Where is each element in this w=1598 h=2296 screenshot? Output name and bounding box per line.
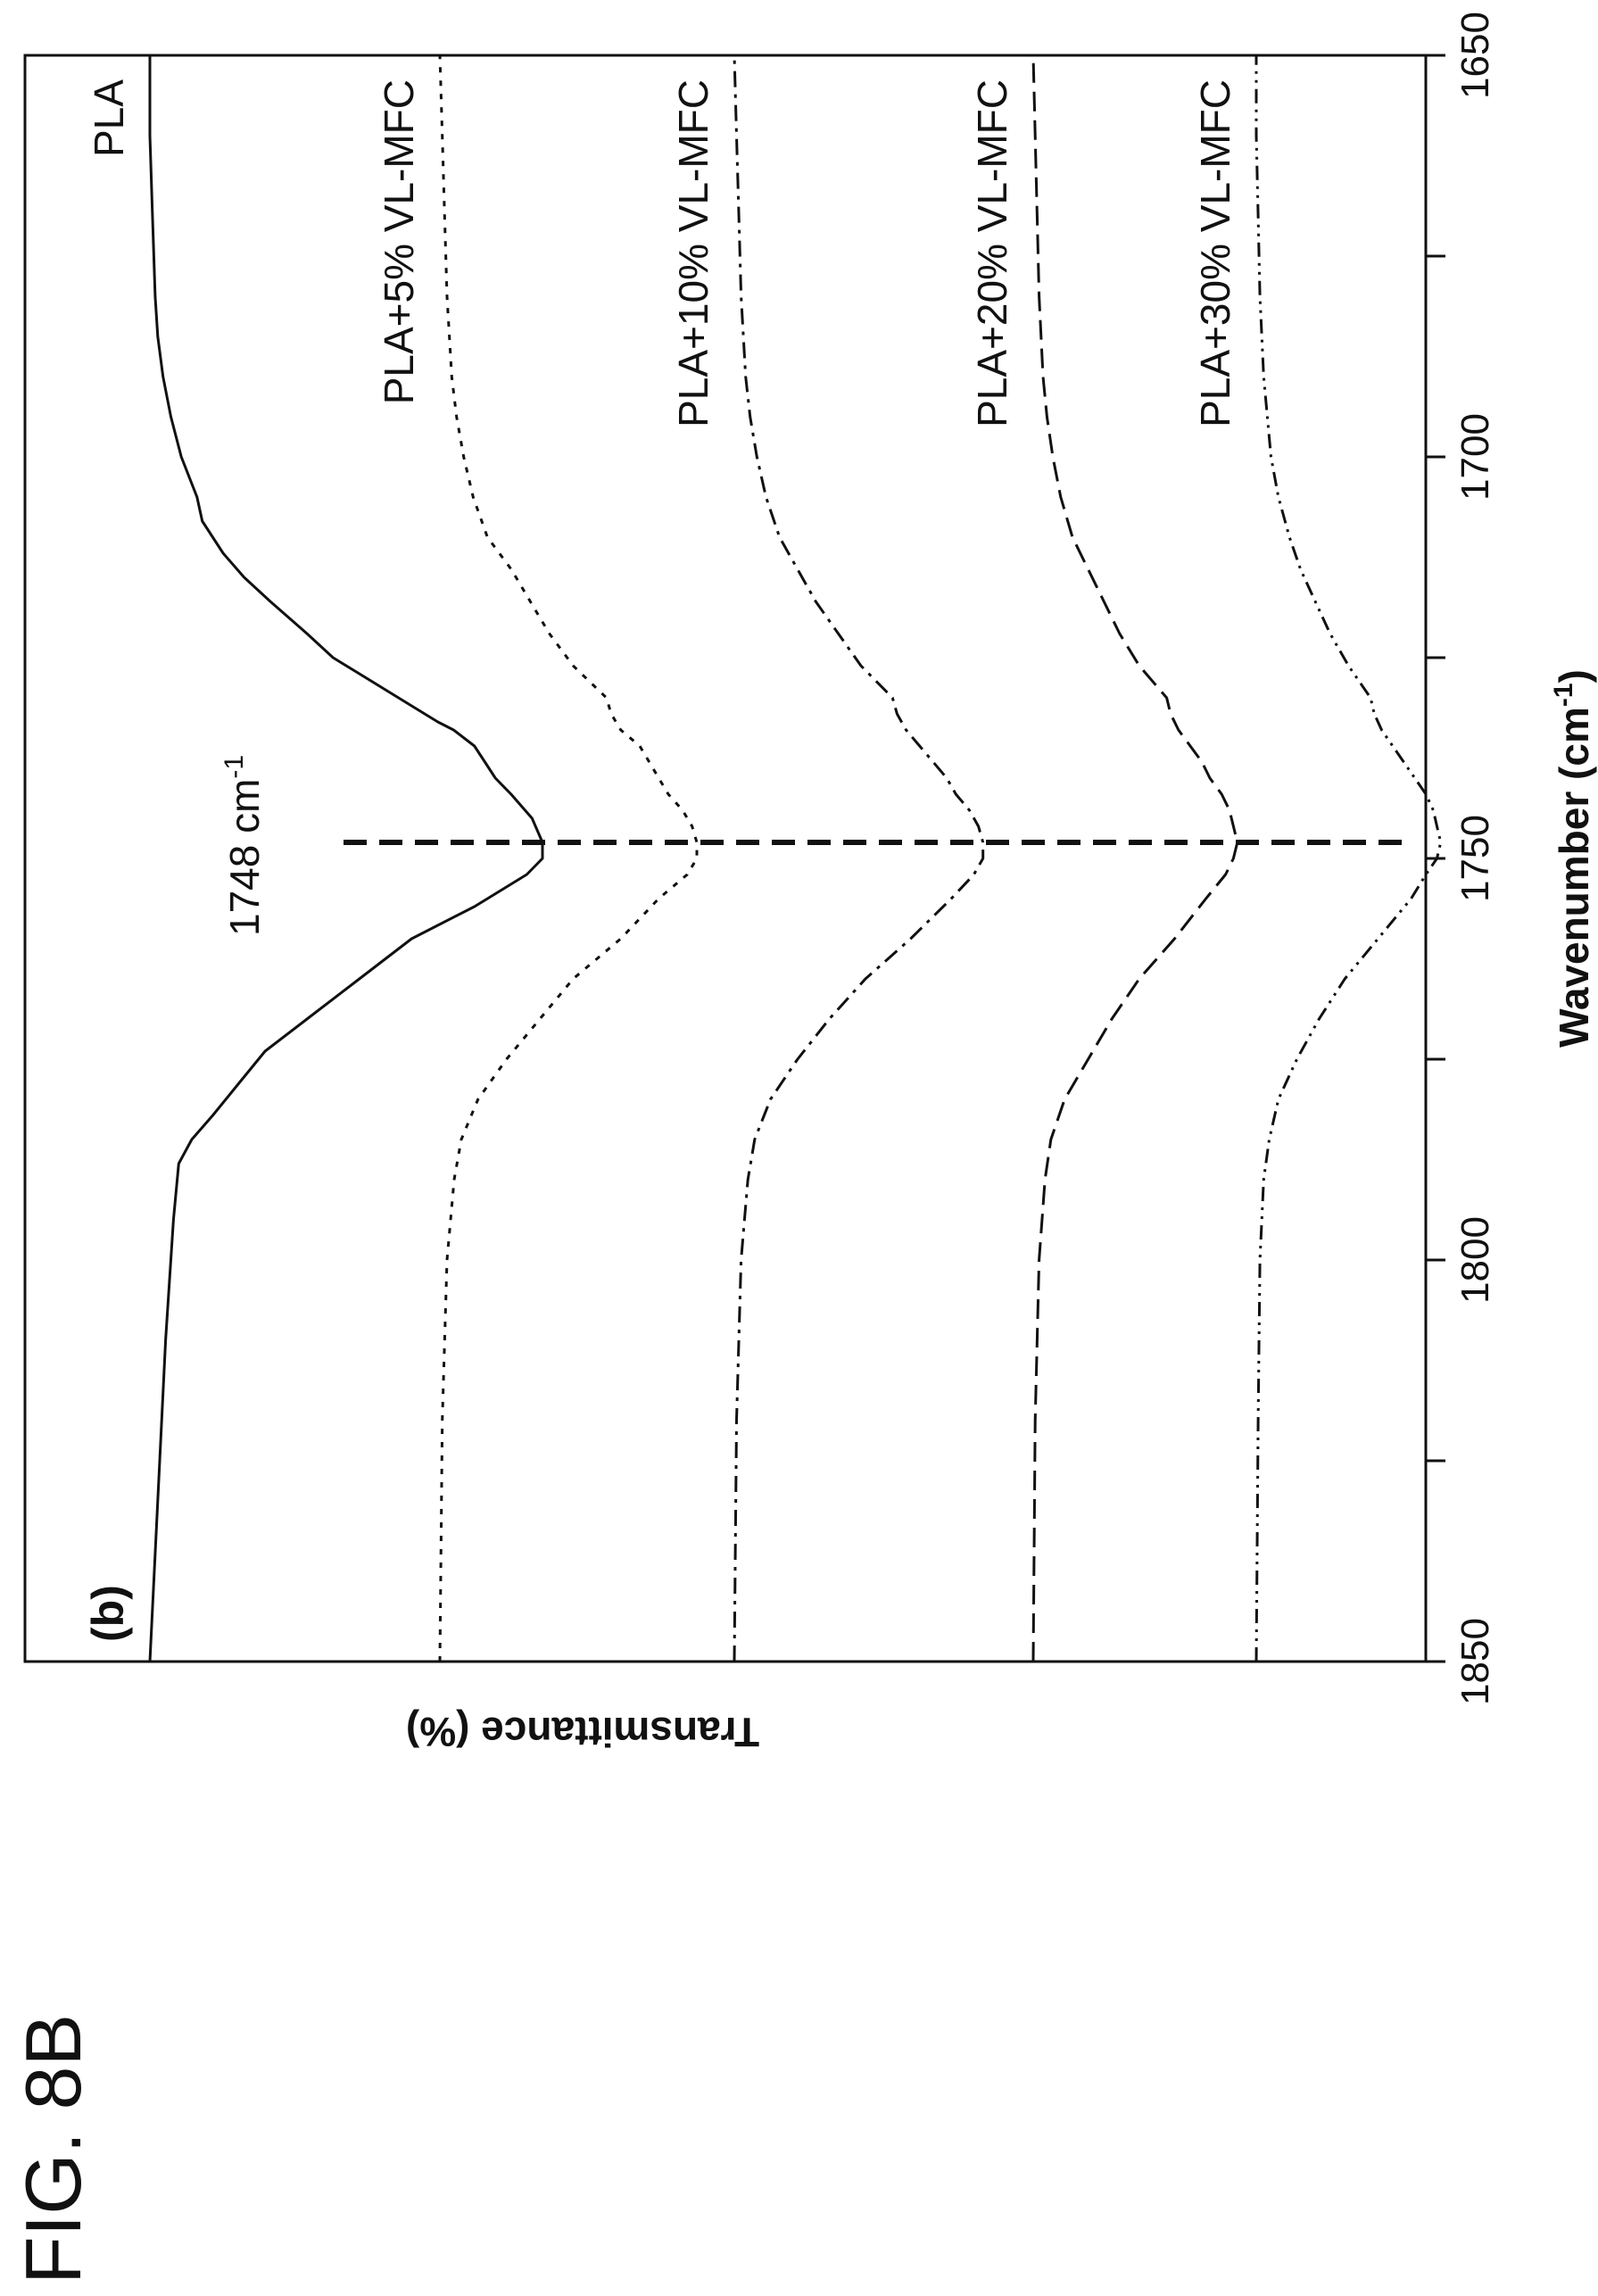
x-axis-ticks [1426,54,1445,1663]
panel-label: (b) [83,1585,133,1642]
series-label-2: PLA+10% VL-MFC [670,79,716,427]
series-line-4 [1254,55,1443,1662]
x-axis-title-base: Wavenumber (cm [1551,707,1597,1048]
series-line-2 [733,54,985,1662]
series-lines [148,54,1443,1662]
peak-annotation-sup: -1 [219,755,249,779]
x-axis-tick-label: 1800 [1453,1216,1497,1304]
series-label-1: PLA+5% VL-MFC [376,79,422,404]
series-label-4: PLA+30% VL-MFC [1192,79,1238,427]
series-line-0 [148,55,544,1662]
x-axis-title-sup: -1 [1549,683,1578,707]
x-axis-tick-label: 1650 [1453,12,1497,99]
series-label-0: PLA [86,79,132,157]
figure-label: FIG. 8B [9,2014,97,2284]
peak-annotation-label: 1748 cm-1 [219,755,268,936]
series-labels: PLA PLA+5% VL-MFC PLA+10% VL-MFC PLA+20% VL… [86,79,1238,427]
series-label-3: PLA+20% VL-MFC [969,79,1015,427]
x-axis-tick-label: 1850 [1453,1618,1497,1705]
y-axis-title: Transmittance (%) [406,1709,759,1755]
peak-annotation-base: 1748 cm [221,779,268,936]
x-axis-title: Wavenumber (cm-1) [1549,669,1597,1048]
x-axis-tick-label: 1750 [1453,815,1497,902]
series-line-1 [438,54,699,1662]
x-axis-title-close: ) [1551,669,1597,683]
x-axis-tick-label: 1700 [1453,413,1497,501]
series-line-3 [1031,54,1239,1662]
x-axis-tick-labels: 1850 1800 1750 1700 1650 [1453,12,1497,1705]
